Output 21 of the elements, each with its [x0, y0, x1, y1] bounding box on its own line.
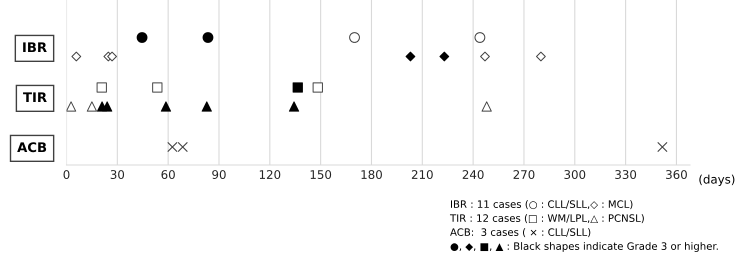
y-tick-label: TIR [23, 92, 47, 102]
text: TIR : 12 cases (□ : WM/LPL,△ : PCNSL) [450, 214, 644, 224]
y-tick-label: IBR [23, 42, 47, 52]
x-tick-label: 360 [666, 170, 687, 179]
x-axis-title: (days) [699, 174, 734, 186]
x-tick-label: 210 [412, 170, 433, 179]
text: ACB: 3 cases ( × : CLL/SLL) [450, 228, 590, 238]
y-tick-label: ACB [17, 142, 46, 152]
x-tick-label: 90 [212, 170, 226, 179]
x-tick-label: 120 [260, 170, 280, 179]
x-tick-label: 0 [64, 170, 70, 179]
x-tick-label: 240 [462, 170, 484, 179]
x-tick-label: 30 [110, 170, 124, 179]
text: ●, ◆, ■, ▲ : Black shapes indicate Grade 3 or higher. [450, 242, 718, 252]
x-tick-label: 300 [564, 170, 586, 179]
text: IBR : 11 cases (○ : CLL/SLL,◇ : MCL) [450, 200, 632, 210]
x-tick-label: 270 [514, 170, 534, 179]
x-tick-label: 180 [362, 170, 382, 179]
x-tick-label: 60 [161, 170, 175, 179]
x-tick-label: 150 [310, 170, 332, 179]
x-tick-label: 330 [615, 170, 636, 179]
